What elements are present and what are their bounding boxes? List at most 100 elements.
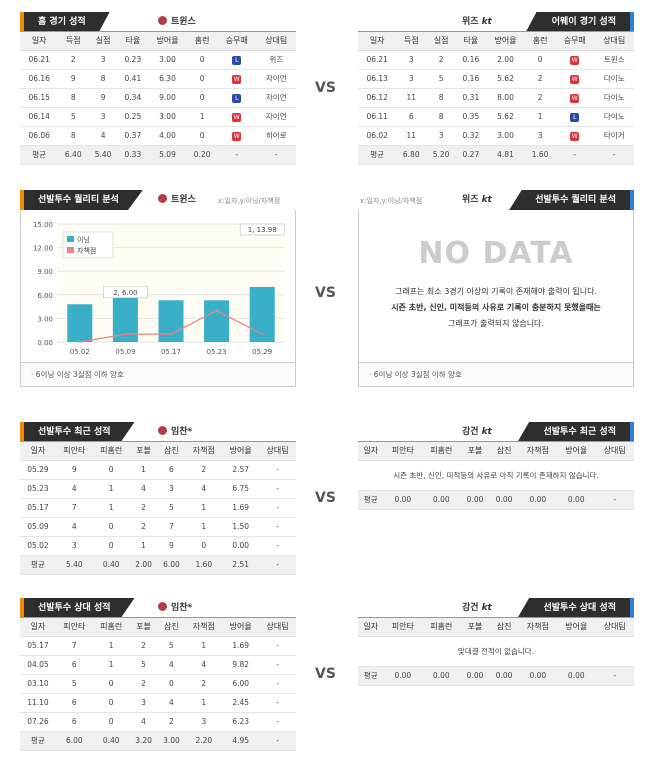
away-quality-team: 위즈 kt: [462, 195, 492, 205]
table-cell: 다이노: [594, 88, 634, 108]
table-cell: 3: [88, 107, 118, 127]
column-header: 방어율: [147, 32, 188, 51]
table-cell: 06.16: [20, 69, 59, 89]
average-cell: 0.00: [557, 666, 596, 686]
column-header: 방어율: [557, 442, 596, 461]
table-cell: -: [259, 693, 296, 713]
table-cell: 4: [129, 712, 158, 732]
table-cell: 9: [58, 69, 89, 89]
table-row: 05.09 4 0 2 7 1 1.50-: [20, 517, 296, 537]
earned-runs-point: [124, 332, 127, 336]
win-badge-icon: W: [570, 74, 580, 84]
table-cell: 0: [92, 712, 130, 732]
win-badge-icon: W: [570, 55, 580, 65]
away-pitcher-recent-table: 일자 피안타 피홈런 포볼 삼진 자책점 방어율 상대팀 시즌 초반, 신인, 미적등의 사유…: [358, 442, 634, 510]
table-cell: 9.82: [222, 655, 260, 675]
table-cell: -: [259, 636, 296, 656]
column-header: 승무패: [555, 32, 595, 51]
column-header: 실점: [426, 32, 456, 51]
column-header: 일자: [358, 618, 384, 637]
column-header: 득점: [58, 32, 89, 51]
home-pitcher-vs-panel: 선발투수 상대 성적 임찬* 일자 피안타 피홈런 포볼 삼진 자책점 방어율 상대팀 05.…: [20, 598, 296, 751]
win-badge-icon: W: [232, 131, 242, 141]
table-cell: 8: [426, 88, 456, 108]
home-pitcher-recent-panel: 선발투수 최근 성적 임찬* 일자 피안타 피홈런 포볼 삼진 자책점 방어율 상대팀 05.…: [20, 422, 296, 575]
average-cell: 6.00: [157, 555, 186, 575]
x-tick-label: 05.29: [252, 348, 272, 356]
x-tick-label: 05.17: [161, 348, 181, 356]
column-header: 포볼: [129, 442, 158, 461]
column-header: 삼진: [489, 618, 519, 637]
table-cell: 0: [92, 693, 130, 713]
away-record-panel: 위즈 kt 어웨이 경기 성적 일자 득점 실점 타율 방어율 홈런 승무패 상대팀 06.21…: [358, 12, 634, 165]
table-row: 06.21 3 2 0.16 2.00 0 W 트윈스: [358, 50, 634, 70]
average-cell: -: [595, 490, 634, 510]
table-cell: 6.23: [222, 712, 260, 732]
table-cell: L: [555, 107, 595, 127]
table-row: 05.29 9 0 1 6 2 2.57-: [20, 460, 296, 480]
column-header: 삼진: [157, 618, 186, 637]
average-cell: 1.60: [185, 555, 223, 575]
table-cell: 3: [396, 50, 427, 70]
table-cell: 04.05: [20, 655, 56, 675]
average-row: 평균 6.40 5.40 0.33 5.09 0.20- -: [20, 145, 296, 165]
column-header: 포볼: [460, 442, 490, 461]
average-cell: -: [259, 555, 296, 575]
away-pitcher-recent-panel: 강건 kt 선발투수 최근 성적 일자 피안타 피홈런 포볼 삼진 자책점 방어율 상대팀 시즌…: [358, 422, 634, 510]
table-cell: 1: [185, 517, 223, 537]
away-pitcher-name: 강건 kt: [462, 427, 492, 437]
table-cell: 3: [55, 536, 93, 556]
table-cell: 3: [185, 712, 223, 732]
table-cell: 0: [187, 126, 218, 146]
column-header: 방어율: [485, 32, 526, 51]
win-badge-icon: W: [570, 131, 580, 141]
average-cell: 1.60: [525, 145, 556, 165]
table-cell: 0: [92, 460, 130, 480]
average-cell: -: [555, 145, 595, 165]
table-header-row: 일자 피안타 피홈런 포볼 삼진 자책점 방어율 상대팀: [20, 442, 296, 461]
average-cell: 0.00: [518, 666, 558, 686]
table-cell: 다이노: [594, 107, 634, 127]
column-header: 상대팀: [259, 618, 296, 637]
legend-label: 자책점: [77, 246, 96, 255]
table-cell: 위즈: [256, 50, 296, 70]
average-cell: 0.00: [489, 490, 519, 510]
table-cell: 05.02: [20, 536, 56, 556]
table-cell: 5: [129, 655, 158, 675]
table-cell: 트윈스: [594, 50, 634, 70]
table-cell: 5.62: [485, 69, 526, 89]
earned-runs-point: [215, 309, 218, 312]
table-cell: 0.41: [117, 69, 148, 89]
home-pitcher-recent-header: 선발투수 최근 성적 임찬*: [20, 422, 296, 442]
table-cell: 07.26: [20, 712, 56, 732]
table-cell: W: [555, 126, 595, 146]
average-cell: 0.20: [187, 145, 218, 165]
table-cell: 6: [55, 712, 93, 732]
home-record-table: 일자 득점 실점 타율 방어율 홈런 승무패 상대팀 06.21 2 3 0.23 3.00 0 L 위즈 0…: [20, 32, 296, 165]
table-cell: 4: [55, 517, 93, 537]
table-cell: 0: [92, 536, 130, 556]
table-cell: 1: [129, 536, 158, 556]
home-pitcher-vs-tab: 선발투수 상대 성적: [20, 598, 135, 618]
away-pitcher-vs-name: 강건 kt: [462, 603, 492, 613]
nodata-message: 그래프는 최소 3경기 이상의 기록이 존재해야 출력이 됩니다. 시즌 초반,…: [391, 287, 601, 328]
table-cell: 다이노: [594, 69, 634, 89]
table-cell: 11: [396, 126, 427, 146]
table-cell: 0: [157, 674, 186, 694]
column-header: 일자: [20, 32, 59, 51]
home-quality-tab: 선발투수 퀄리티 분석: [20, 190, 143, 210]
bar-innings: [204, 300, 230, 342]
table-row: 05.23 4 1 4 3 4 6.75-: [20, 479, 296, 499]
table-row: 07.26 6 0 4 2 3 6.23-: [20, 712, 296, 732]
average-cell: 3.00: [157, 731, 186, 751]
table-cell: 1: [92, 479, 130, 499]
column-header: 일자: [20, 618, 56, 637]
table-cell: 06.12: [358, 88, 397, 108]
column-header: 상대팀: [595, 442, 634, 461]
average-cell: 0.33: [117, 145, 148, 165]
win-badge-icon: W: [232, 112, 242, 122]
away-pitcher-vs-panel: 강건 kt 선발투수 상대 성적 일자 피안타 피홈런 포볼 삼진 자책점 방어율 상대팀 맞대…: [358, 598, 634, 686]
table-cell: 5: [157, 636, 186, 656]
annotation-label: 1, 13.98: [248, 226, 277, 234]
column-header: 피안타: [383, 442, 423, 461]
